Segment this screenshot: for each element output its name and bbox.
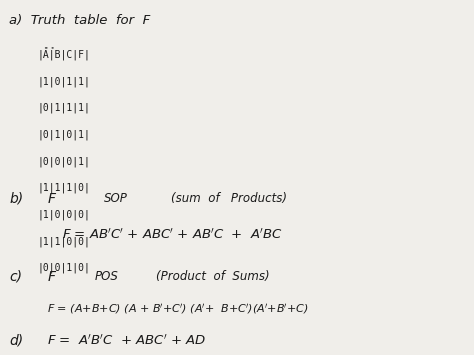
Text: F =  A$'$B$'$C  + ABC$'$ + AD: F = A$'$B$'$C + ABC$'$ + AD: [47, 334, 207, 348]
Text: |0|1|1|1|: |0|1|1|1|: [38, 103, 91, 114]
Text: F = (A+B+C) (A + B$'$+C$'$) (A$'$+  B+C$'$)(A$'$+B$'$+C): F = (A+B+C) (A + B$'$+C$'$) (A$'$+ B+C$'…: [47, 302, 309, 316]
Text: |1|1|1|0|: |1|1|1|0|: [38, 183, 91, 193]
Text: (sum  of   Products): (sum of Products): [171, 192, 287, 205]
Text: |0|0|1|0|: |0|0|1|0|: [38, 263, 91, 273]
Text: F: F: [47, 192, 55, 206]
Text: a)  Truth  table  for  F: a) Truth table for F: [9, 14, 151, 27]
Text: F: F: [47, 270, 55, 284]
Text: |0|1|0|1|: |0|1|0|1|: [38, 130, 91, 140]
Text: b): b): [9, 192, 24, 206]
Text: |1|0|0|0|: |1|0|0|0|: [38, 209, 91, 220]
Text: |1|0|1|1|: |1|0|1|1|: [38, 76, 91, 87]
Text: (Product  of  Sums): (Product of Sums): [156, 270, 270, 283]
Text: SOP: SOP: [104, 192, 128, 205]
Text: |1|1|0|0|: |1|1|0|0|: [38, 236, 91, 247]
Text: d): d): [9, 334, 24, 348]
Text: F = AB$'$C$'$ + ABC$'$ + AB$'$C  +  A$'$BC: F = AB$'$C$'$ + ABC$'$ + AB$'$C + A$'$BC: [62, 227, 283, 242]
Text: POS: POS: [95, 270, 118, 283]
Text: |0|0|0|1|: |0|0|0|1|: [38, 156, 91, 167]
Text: |A|B|C|F|: |A|B|C|F|: [38, 50, 91, 60]
Text: c): c): [9, 270, 22, 284]
